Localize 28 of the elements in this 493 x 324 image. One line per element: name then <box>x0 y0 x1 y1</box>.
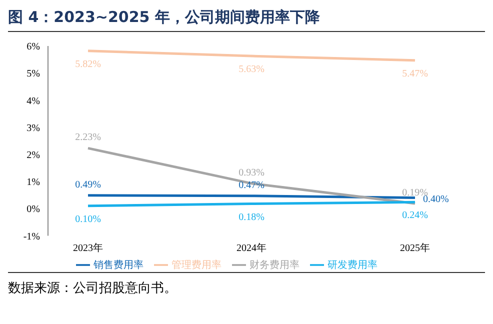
y-tick-label: 2% <box>26 150 40 161</box>
x-tick-label: 2025年 <box>400 242 430 254</box>
chart-title: 图 4：2023~2025 年，公司期间费用率下降 <box>8 8 485 32</box>
data-label: 2.23% <box>75 132 101 144</box>
y-tick-label: 3% <box>26 122 40 134</box>
data-label: 5.47% <box>402 68 428 80</box>
data-label: 0.93% <box>238 167 264 178</box>
source-note: 数据来源：公司招股意向书。 <box>8 280 178 297</box>
data-label: 0.10% <box>75 214 101 225</box>
legend-label: 研发费用率 <box>328 260 378 271</box>
x-tick-label: 2023年 <box>73 242 103 254</box>
data-label: 0.40% <box>423 194 449 205</box>
y-tick-label: 6% <box>26 42 40 53</box>
data-label: 5.82% <box>75 58 101 70</box>
data-label: 0.18% <box>238 212 264 223</box>
y-tick-label: 1% <box>26 177 40 188</box>
legend-label: 财务费用率 <box>250 260 300 271</box>
data-label: 0.49% <box>75 179 101 190</box>
y-tick-label: 4% <box>26 96 40 107</box>
data-label: 0.47% <box>238 180 264 191</box>
legend-label: 销售费用率 <box>94 260 144 271</box>
y-tick-label: 5% <box>26 68 40 80</box>
data-label: 0.24% <box>402 210 428 222</box>
y-tick-label: 0% <box>26 204 40 216</box>
y-tick-label: -1% <box>23 231 40 242</box>
data-label: 5.63% <box>238 64 264 76</box>
legend-label: 管理费用率 <box>172 260 222 271</box>
x-tick-label: 2024年 <box>236 242 266 254</box>
